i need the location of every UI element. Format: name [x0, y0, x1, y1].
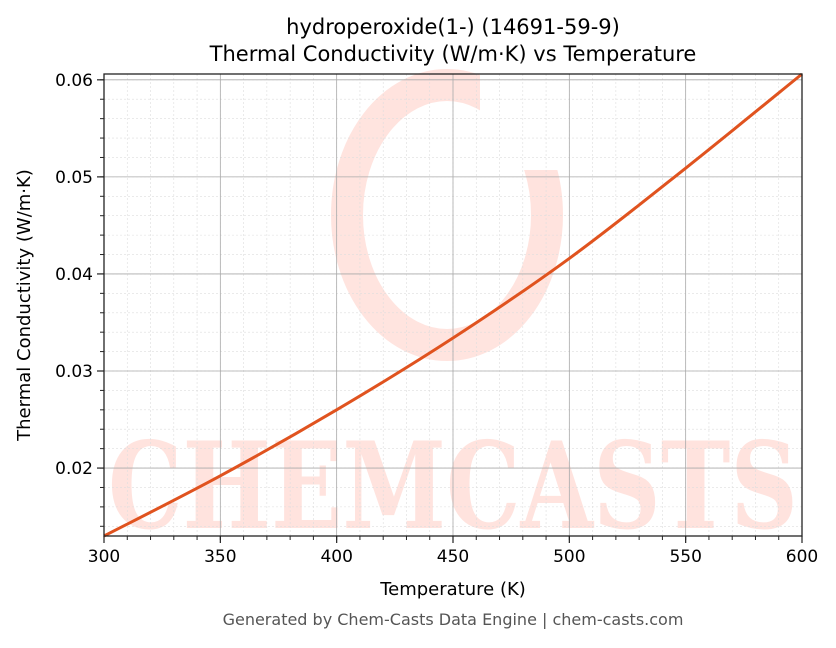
series-line — [103, 72, 803, 538]
y-tick-label: 0.05 — [55, 168, 93, 188]
chart-title-line2: Thermal Conductivity (W/m·K) vs Temperat… — [209, 42, 697, 66]
x-axis-label: Temperature (K) — [379, 579, 526, 600]
x-tick-label: 350 — [204, 547, 236, 567]
chart-title-line1: hydroperoxide(1-) (14691-59-9) — [286, 15, 620, 39]
plot-frame — [103, 73, 803, 537]
y-tick-label: 0.03 — [55, 362, 93, 382]
x-tick-label: 500 — [553, 547, 585, 567]
y-tick-label: 0.02 — [55, 459, 93, 479]
footer-text: Generated by Chem-Casts Data Engine | ch… — [223, 610, 684, 629]
y-tick-label: 0.06 — [55, 71, 93, 91]
x-tick-label: 550 — [669, 547, 701, 567]
x-tick-label: 450 — [437, 547, 469, 567]
x-tick-label: 300 — [88, 547, 120, 567]
x-tick-label: 400 — [320, 547, 352, 567]
y-axis-label: Thermal Conductivity (W/m·K) — [14, 169, 35, 442]
y-tick-label: 0.04 — [55, 265, 93, 285]
x-tick-label: 600 — [786, 547, 818, 567]
